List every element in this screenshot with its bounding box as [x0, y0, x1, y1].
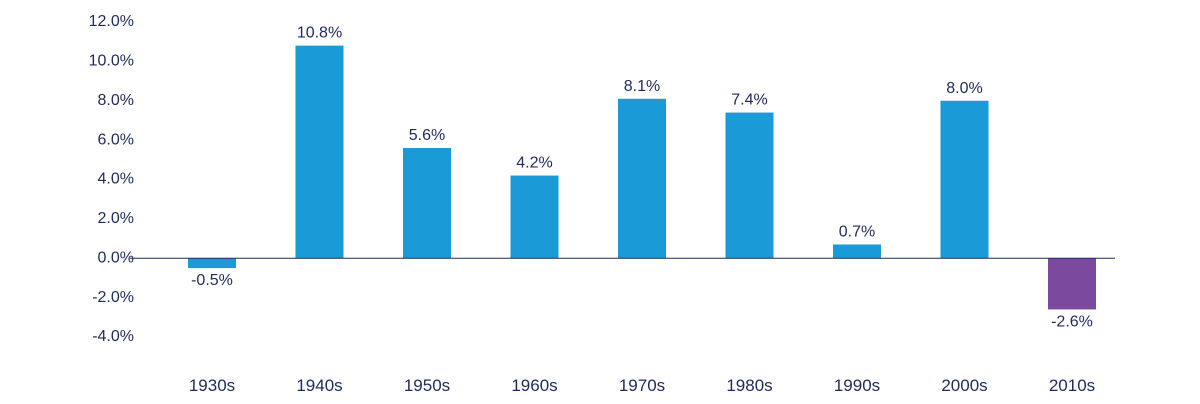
y-tick-label: 8.0% — [98, 92, 134, 109]
bar-1940s — [295, 45, 344, 259]
x-tick-label: 1940s — [296, 376, 342, 395]
bar-1950s — [403, 148, 451, 259]
bar-value-label: 8.0% — [946, 80, 982, 97]
bars — [188, 45, 1096, 310]
y-tick-label: 4.0% — [98, 171, 134, 188]
bar-value-label: 10.8% — [297, 25, 342, 42]
bar-1930s — [188, 258, 236, 269]
bar-value-label: 7.4% — [731, 92, 767, 109]
bar-1980s — [725, 112, 774, 259]
x-tick-label: 2010s — [1049, 376, 1095, 395]
bar-1970s — [618, 98, 666, 259]
y-tick-label: 0.0% — [98, 249, 134, 266]
bar-1990s — [833, 244, 881, 259]
bar-value-label: 0.7% — [839, 223, 875, 240]
x-tick-label: 1990s — [834, 376, 880, 395]
bar-value-label: -2.6% — [1051, 313, 1093, 330]
x-tick-label: 1970s — [619, 376, 665, 395]
x-tick-label: 1960s — [511, 376, 557, 395]
x-tick-label: 1950s — [404, 376, 450, 395]
x-tick-label: 2000s — [941, 376, 987, 395]
y-tick-label: 6.0% — [98, 131, 134, 148]
x-axis: 1930s 1940s 1950s 1960s 1970s 1980s 1990s 2000s… — [189, 376, 1095, 395]
bar-value-labels: -0.5% 10.8% 5.6% 4.2% 8.1% 7.4% 0.7% 8.0% -2.6% — [191, 25, 1093, 331]
bar-2000s — [940, 100, 989, 259]
bar-value-label: 4.2% — [516, 155, 552, 172]
y-axis: 12.0% 10.0% 8.0% 6.0% 4.0% 2.0% 0.0% -2.0% -4.0% — [89, 13, 134, 345]
x-tick-label: 1930s — [189, 376, 235, 395]
bar-1960s — [510, 175, 559, 259]
x-tick-label: 1980s — [726, 376, 772, 395]
y-tick-label: 10.0% — [89, 53, 134, 70]
y-tick-label: 12.0% — [89, 13, 134, 30]
bar-2010s — [1048, 258, 1096, 310]
y-tick-label: -2.0% — [92, 289, 134, 306]
y-tick-label: -4.0% — [92, 328, 134, 345]
y-tick-label: 2.0% — [98, 210, 134, 227]
bar-value-label: 5.6% — [409, 127, 445, 144]
bar-value-label: 8.1% — [624, 78, 660, 95]
bar-value-label: -0.5% — [191, 272, 233, 289]
